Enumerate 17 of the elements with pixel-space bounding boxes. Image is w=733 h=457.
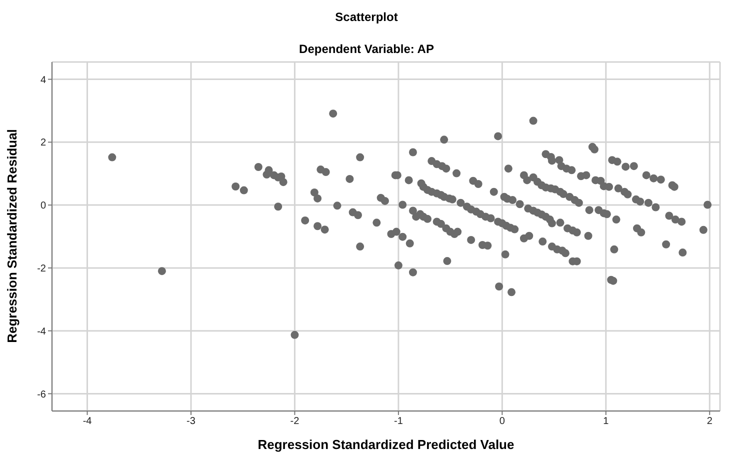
x-tick-label: -2 [290,416,300,428]
x-tick-label: -4 [82,416,92,428]
x-tick-label: -1 [394,416,404,428]
x-tick-label: 0 [499,416,506,428]
chart-title: Scatterplot [334,10,399,24]
y-tick-label: -2 [37,263,46,274]
y-tick-label: -6 [37,389,46,400]
x-tick-label: 2 [706,416,713,428]
x-tick-label: 1 [603,416,610,428]
y-tick-label: 0 [40,200,46,212]
chart-subtitle: Dependent Variable: AP [298,42,435,56]
y-axis-title: Regression Standardized Residual [4,129,20,343]
x-tick-label: -3 [186,416,196,428]
y-tick-label: 4 [40,74,46,86]
y-tick-label: -4 [37,326,46,338]
y-tick-label: 2 [40,138,46,149]
x-axis-title: Regression Standardized Predicted Value [256,437,516,452]
